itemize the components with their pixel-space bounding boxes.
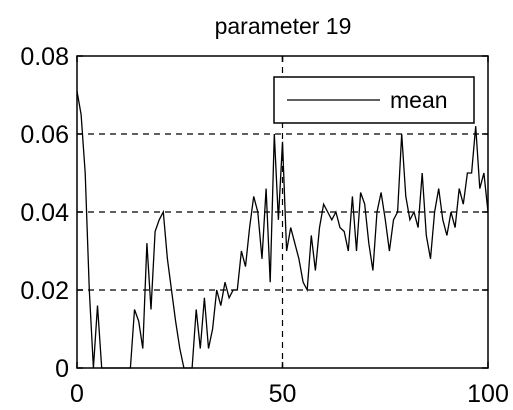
x-tick-label-0: 0 — [70, 380, 84, 408]
x-tick-label-1: 50 — [269, 380, 297, 408]
chart-title: parameter 19 — [215, 13, 352, 39]
y-tick-label-2: 0.04 — [20, 199, 69, 227]
tick-labels: 0 50 100 0 0.02 0.04 0.06 0.08 — [20, 43, 509, 408]
y-tick-label-1: 0.02 — [20, 277, 69, 305]
legend-box — [273, 76, 475, 124]
x-tick-label-2: 100 — [467, 380, 509, 408]
y-tick-label-0: 0 — [55, 355, 69, 383]
legend: mean — [273, 76, 475, 124]
y-tick-label-3: 0.06 — [20, 121, 69, 149]
legend-label-mean: mean — [390, 87, 448, 113]
series-line-mean — [76, 90, 489, 369]
y-tick-label-4: 0.08 — [20, 43, 69, 71]
